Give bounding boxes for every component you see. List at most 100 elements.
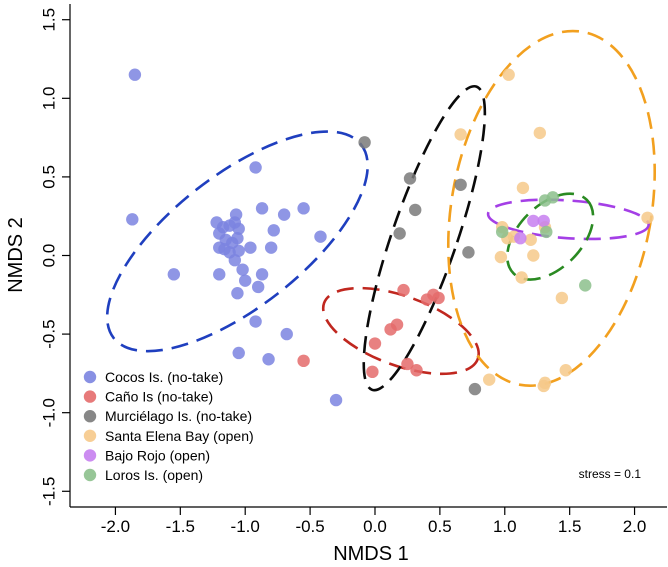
data-point: [167, 268, 181, 281]
data-point: [641, 211, 654, 224]
data-point: [401, 357, 414, 371]
x-tick-label: 1.0: [493, 517, 517, 536]
data-point: [468, 382, 482, 396]
data-point: [409, 203, 422, 217]
data-point: [537, 214, 550, 228]
y-tick-label: -1.0: [39, 398, 58, 427]
x-axis-title: NMDS 1: [333, 543, 409, 565]
x-tick-label: -0.5: [295, 517, 324, 536]
data-point: [255, 202, 269, 215]
data-point: [232, 244, 245, 257]
legend-label: Santa Elena Bay (open): [105, 428, 254, 444]
data-point: [236, 263, 249, 276]
data-point: [239, 274, 252, 287]
y-tick-label: 0.5: [39, 165, 58, 189]
x-tick-label: 2.0: [623, 517, 647, 536]
legend-label: Bajo Rojo (open): [105, 447, 210, 463]
data-point: [264, 241, 278, 254]
data-point: [538, 376, 552, 390]
legend-marker: [83, 410, 97, 423]
x-tick-label: 0.0: [363, 517, 387, 536]
data-point: [462, 246, 475, 259]
legend-marker: [83, 468, 97, 482]
ellipses-layer: [105, 29, 657, 392]
legend-label: Murciélago Is. (no-take): [105, 408, 252, 424]
data-point: [297, 354, 310, 368]
axes: -2.0 -1.5 -1.0 -0.5 0.0 0.5 1.0 1.5 2.0 -1.5 -1.0…: [39, 4, 667, 536]
data-point: [232, 222, 245, 235]
data-point: [267, 224, 280, 237]
data-point: [280, 327, 293, 341]
data-point: [495, 225, 509, 239]
legend-label: Caño Is (no-take): [105, 389, 213, 405]
data-point: [527, 214, 540, 228]
legend-marker: [83, 429, 97, 442]
data-point: [494, 250, 508, 264]
data-point: [228, 254, 242, 267]
ellipse-loros-is-open: [505, 192, 595, 281]
data-point: [482, 373, 496, 386]
data-point: [251, 280, 265, 294]
y-tick-label: 1.5: [39, 8, 58, 32]
plot-area: [105, 29, 657, 407]
data-point: [403, 172, 417, 185]
data-point: [390, 318, 404, 331]
data-point: [231, 287, 244, 300]
y-tick-label: -1.5: [39, 477, 58, 506]
data-point: [527, 249, 540, 262]
data-point: [514, 232, 527, 245]
data-point: [262, 353, 275, 366]
stress-annotation: stress = 0.1: [579, 467, 642, 481]
x-tick-label: -2.0: [101, 517, 130, 536]
data-point: [502, 68, 515, 81]
data-point: [297, 202, 310, 215]
ellipse-bajo-rojo-open: [486, 198, 650, 241]
data-point: [255, 268, 269, 281]
x-ticks: -2.0 -1.5 -1.0 -0.5 0.0 0.5 1.0 1.5 2.0: [101, 507, 647, 536]
x-tick-label: -1.0: [231, 517, 260, 536]
x-tick-label: 0.5: [428, 517, 452, 536]
y-tick-label: 0.0: [39, 244, 58, 268]
data-point: [232, 346, 245, 360]
y-axis-title: NMDS 2: [5, 217, 27, 293]
data-point: [515, 271, 528, 284]
legend-marker: [83, 390, 97, 403]
y-tick-label: 1.0: [39, 86, 58, 110]
x-tick-label: 1.5: [558, 517, 582, 536]
data-point: [546, 191, 559, 204]
data-point: [368, 337, 382, 350]
legend-marker: [83, 449, 97, 462]
data-point: [410, 364, 423, 377]
data-point: [454, 178, 467, 191]
data-point: [213, 268, 226, 281]
x-tick-label: -1.5: [166, 517, 195, 536]
data-point: [358, 136, 371, 149]
data-point: [533, 126, 547, 140]
data-point: [231, 232, 244, 245]
data-point: [524, 233, 537, 246]
ellipse-murci-lago-is-no-take: [362, 84, 487, 392]
data-point: [454, 128, 467, 141]
data-point: [249, 161, 262, 174]
data-point: [126, 213, 139, 226]
data-point: [579, 279, 592, 292]
data-point: [516, 181, 530, 195]
legend-marker: [83, 370, 97, 384]
data-point: [244, 241, 257, 254]
data-point: [314, 230, 327, 243]
y-tick-label: -0.5: [39, 319, 58, 348]
data-point: [397, 283, 410, 297]
points-layer: [126, 68, 654, 407]
data-point: [432, 291, 445, 305]
legend-label: Loros Is. (open): [105, 467, 203, 483]
data-point: [540, 225, 553, 239]
data-point: [277, 208, 291, 221]
data-point: [559, 364, 572, 377]
legend: Cocos Is. (no-take) Caño Is (no-take) Murc…: [83, 369, 254, 483]
y-ticks: -1.5 -1.0 -0.5 0.0 0.5 1.0 1.5: [39, 8, 70, 506]
ellipse-santa-elena-bay-open: [446, 29, 657, 387]
data-point: [229, 208, 243, 221]
data-point: [128, 68, 142, 81]
data-point: [249, 315, 262, 328]
